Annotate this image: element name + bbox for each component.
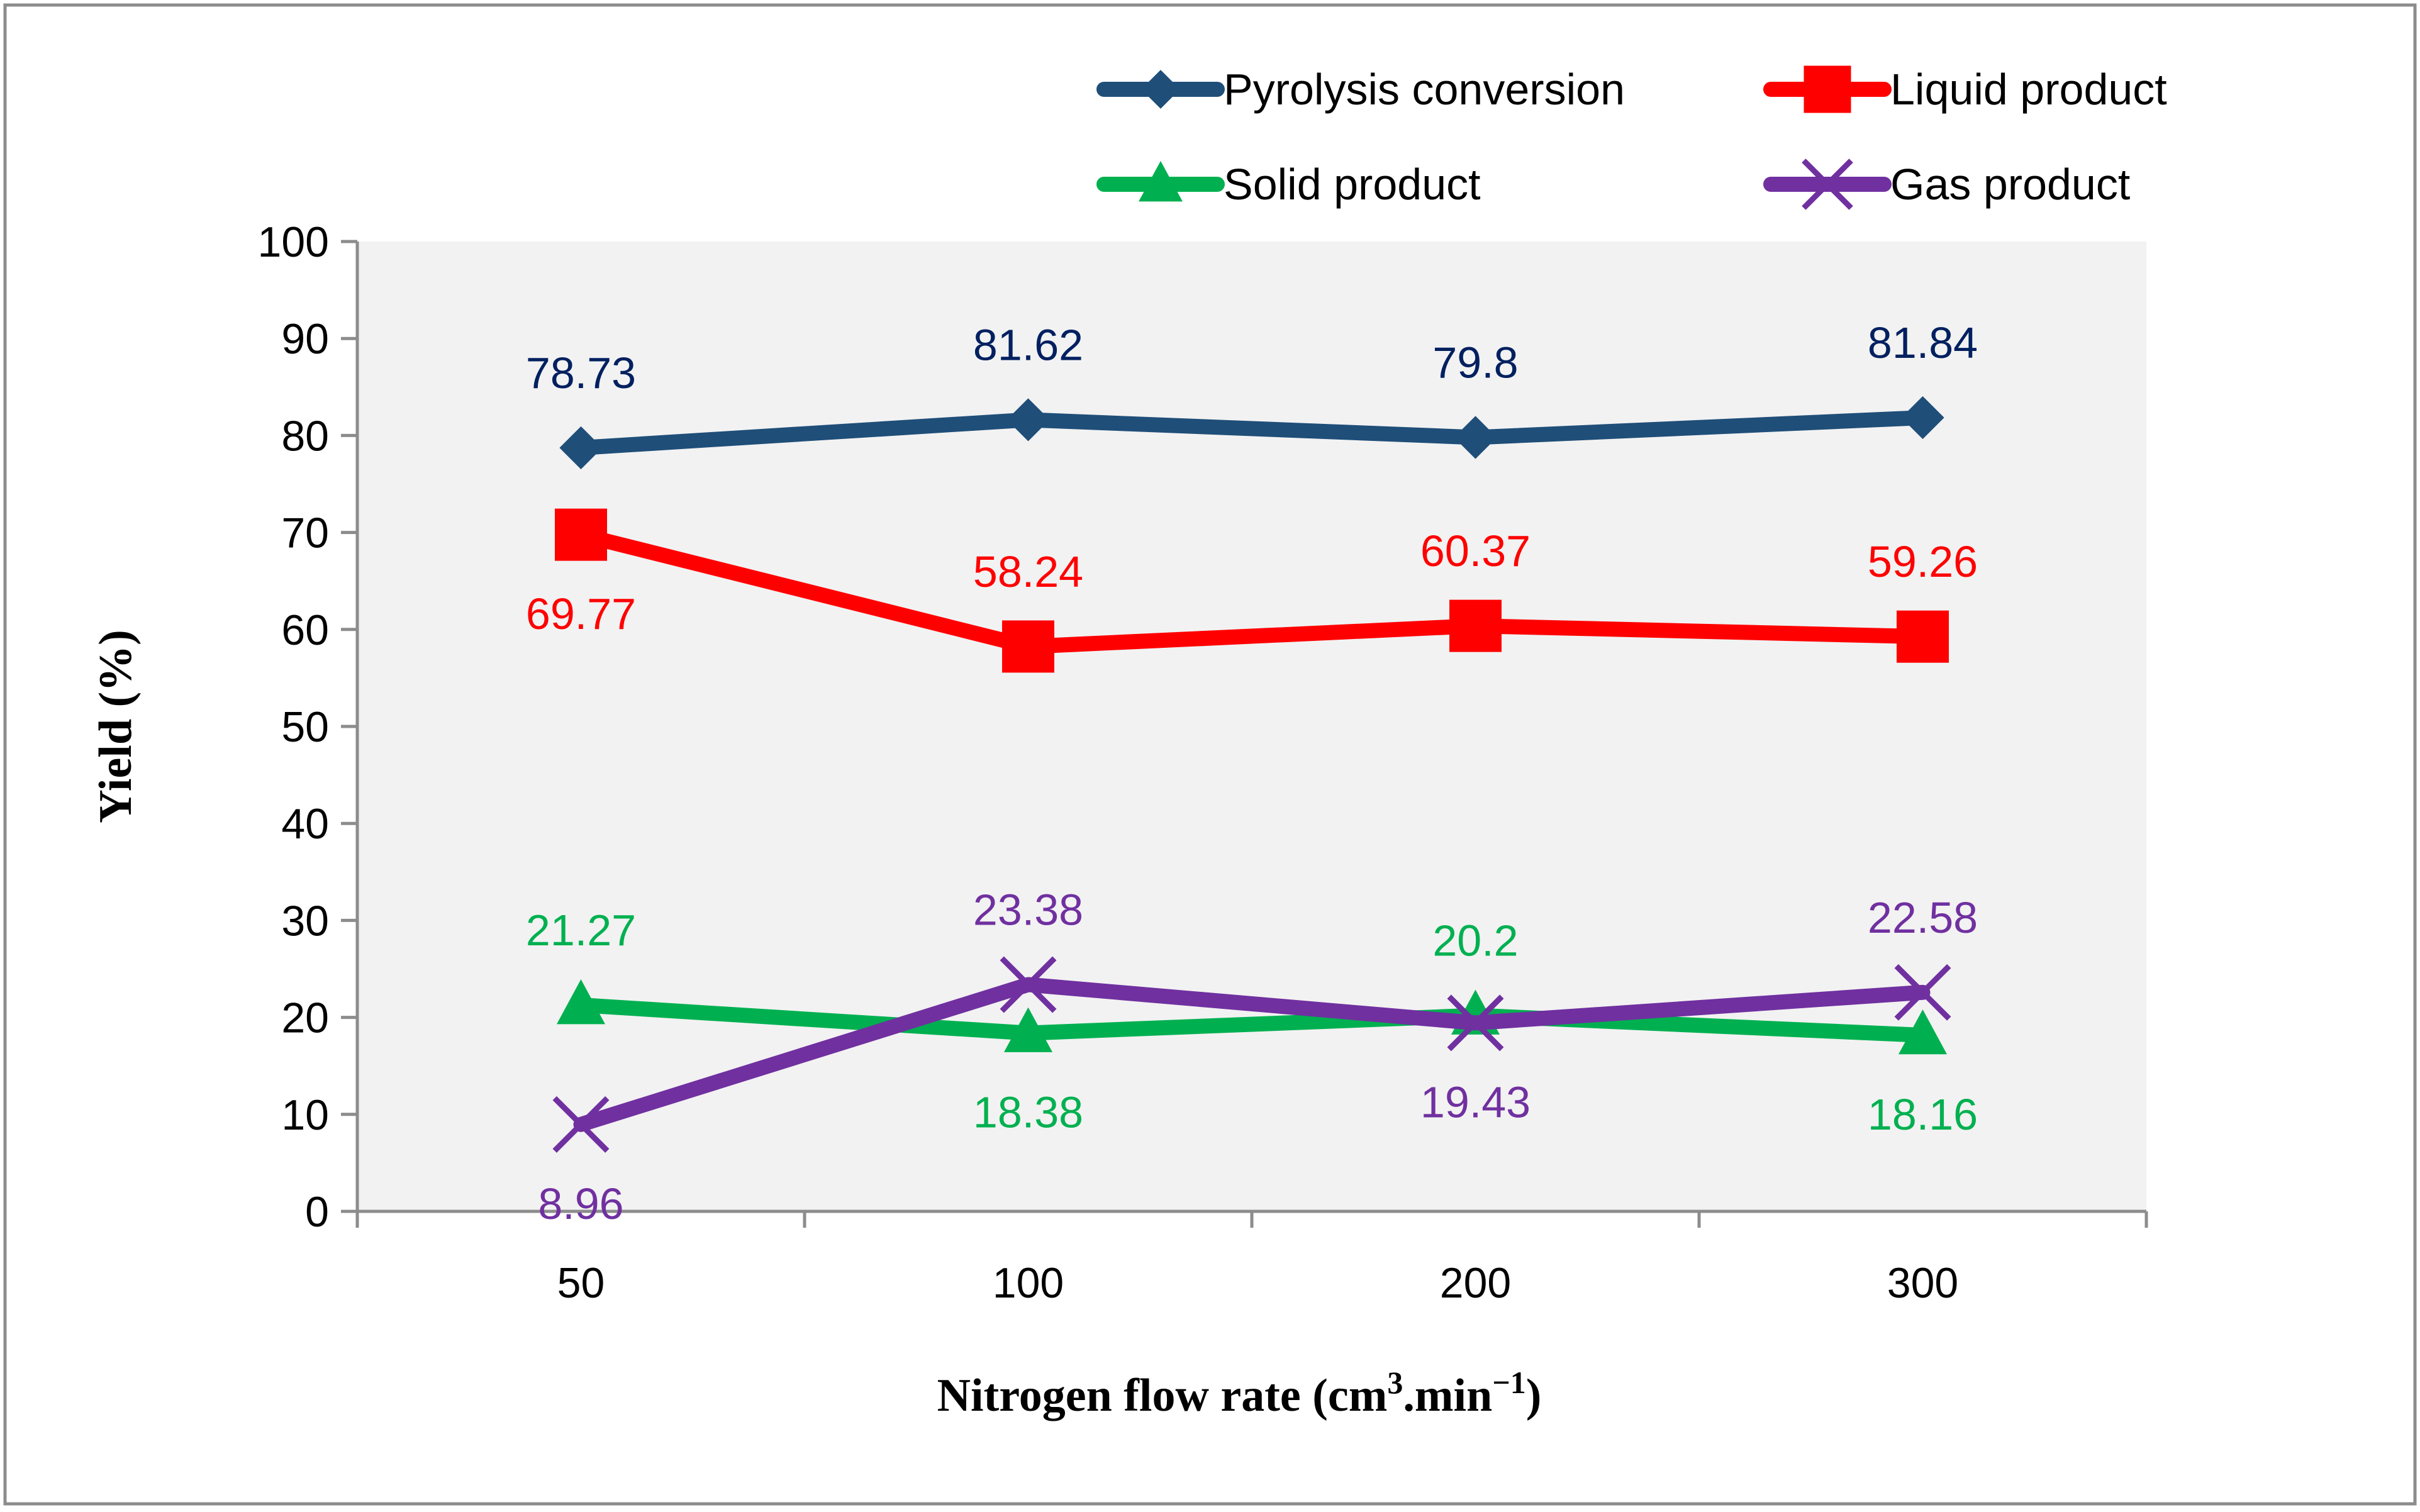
- y-tick-label: 20: [281, 994, 329, 1042]
- data-point-gas-product: [1000, 956, 1057, 1013]
- series-layer: [552, 396, 1951, 1153]
- y-tick-label: 10: [281, 1091, 329, 1139]
- plot-area: [357, 242, 2146, 1211]
- legend-label-pyrolysis-conversion: Pyrolysis conversion: [1224, 65, 1625, 114]
- data-label-solid-product: 18.38: [973, 1088, 1083, 1137]
- data-point-gas-product: [552, 1096, 610, 1153]
- legend-marker-pyrolysis-conversion: [1141, 70, 1180, 109]
- data-label-gas-product: 22.58: [1868, 893, 1978, 942]
- x-tick-label: 200: [1440, 1259, 1511, 1307]
- data-point-solid-product: [1898, 1009, 1948, 1055]
- legend-item-pyrolysis-conversion: Pyrolysis conversion: [1096, 65, 1625, 114]
- y-axis: 0 10 20 30 40 50 60 70 80 90 100: [258, 218, 359, 1236]
- legend-item-gas-product: Gas product: [1763, 158, 2130, 210]
- legend-marker-liquid-product: [1804, 65, 1851, 113]
- y-tick-label: 50: [281, 703, 329, 751]
- x-axis-title-unit: .min: [1403, 1370, 1492, 1421]
- legend-marker-gas-product: [1802, 158, 1853, 210]
- y-tick-label: 60: [281, 606, 329, 654]
- data-label-pyrolysis-conversion: 81.84: [1868, 318, 1978, 367]
- y-tick-label: 90: [281, 315, 329, 363]
- data-label-pyrolysis-conversion: 78.73: [526, 348, 636, 397]
- y-tick-label: 80: [281, 412, 329, 460]
- x-axis-title-superscript: 3: [1387, 1365, 1403, 1400]
- data-label-liquid-product: 59.26: [1868, 537, 1978, 586]
- data-label-pyrolysis-conversion: 81.62: [973, 320, 1083, 369]
- y-tick-label: 40: [281, 800, 329, 848]
- series-liquid-product: [555, 508, 1949, 673]
- y-tick-label: 100: [258, 218, 329, 266]
- data-point-pyrolysis-conversion: [559, 426, 603, 470]
- y-tick-label: 70: [281, 509, 329, 557]
- legend-label-gas-product: Gas product: [1890, 160, 2130, 209]
- data-label-liquid-product: 60.37: [1420, 526, 1531, 575]
- data-label-layer: 78.73 81.62 79.8 81.84 69.77 58.24 60.37 59.26 2…: [526, 318, 1978, 1228]
- data-label-gas-product: 23.38: [973, 885, 1083, 934]
- data-point-liquid-product: [1002, 620, 1054, 673]
- legend-marker-solid-product: [1139, 160, 1183, 202]
- x-axis: 50 100 200 300: [355, 1209, 2148, 1307]
- data-label-liquid-product: 69.77: [526, 589, 636, 638]
- data-point-gas-product: [1447, 994, 1504, 1052]
- legend-label-solid-product: Solid product: [1224, 160, 1481, 209]
- x-tick-label: 50: [557, 1259, 605, 1307]
- data-point-pyrolysis-conversion: [1454, 416, 1497, 459]
- data-label-solid-product: 21.27: [526, 906, 636, 955]
- data-point-gas-product: [1894, 964, 1951, 1021]
- x-axis-title: Nitrogen flow rate (cm3.min−1): [937, 1365, 1542, 1421]
- legend: Pyrolysis conversion Liquid product Solid …: [1096, 65, 2167, 210]
- legend-item-solid-product: Solid product: [1096, 160, 1481, 209]
- x-tick-label: 100: [993, 1259, 1064, 1307]
- y-tick-label: 0: [305, 1188, 329, 1236]
- x-axis-title-end: ): [1526, 1370, 1542, 1421]
- series-line-gas-product: [573, 977, 1931, 1132]
- data-point-solid-product: [1003, 1007, 1053, 1052]
- legend-label-liquid-product: Liquid product: [1890, 65, 2167, 114]
- data-point-liquid-product: [555, 508, 607, 561]
- legend-item-liquid-product: Liquid product: [1763, 65, 2167, 114]
- x-axis-title-superscript-2: −1: [1492, 1365, 1526, 1400]
- y-tick-label: 30: [281, 897, 329, 945]
- data-point-pyrolysis-conversion: [1006, 398, 1050, 442]
- data-point-solid-product: [556, 979, 606, 1025]
- y-axis-title: Yield (%): [90, 630, 142, 823]
- series-line-liquid-product: [573, 527, 1931, 654]
- data-label-gas-product: 8.96: [538, 1179, 623, 1228]
- series-line-solid-product: [573, 998, 1931, 1043]
- data-point-pyrolysis-conversion: [1901, 396, 1944, 440]
- series-line-pyrolysis-conversion: [573, 410, 1931, 455]
- x-tick-label: 300: [1887, 1259, 1958, 1307]
- data-label-gas-product: 19.43: [1420, 1077, 1531, 1126]
- series-pyrolysis-conversion: [559, 396, 1944, 470]
- x-axis-title-main: Nitrogen flow rate (cm: [937, 1370, 1388, 1421]
- data-label-liquid-product: 58.24: [973, 547, 1083, 596]
- data-label-solid-product: 18.16: [1868, 1090, 1978, 1139]
- data-label-pyrolysis-conversion: 79.8: [1432, 338, 1518, 387]
- data-label-solid-product: 20.2: [1432, 916, 1518, 965]
- data-point-liquid-product: [1897, 610, 1949, 663]
- series-gas-product: [552, 956, 1951, 1153]
- data-point-liquid-product: [1449, 599, 1502, 652]
